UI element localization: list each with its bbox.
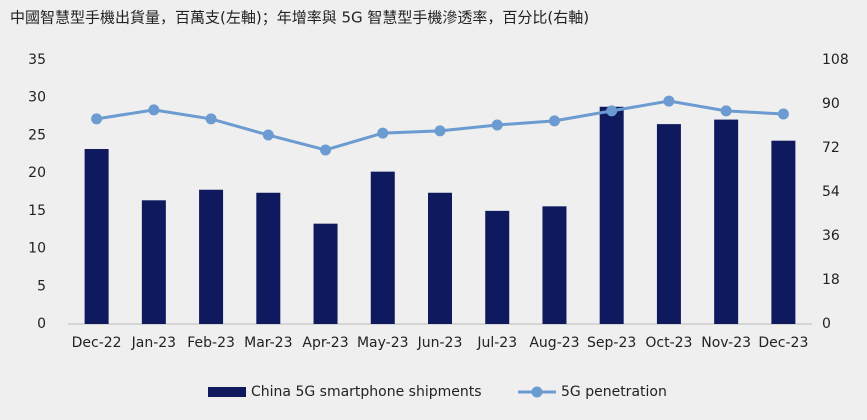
bar (714, 119, 739, 325)
x-tick-label: Dec-22 (72, 335, 122, 351)
line-marker (606, 105, 618, 117)
y-tick-label: 30 (28, 90, 46, 106)
bar (84, 149, 109, 324)
line-marker (548, 115, 560, 127)
y2-tick-label: 18 (822, 272, 840, 288)
y2-tick-label: 90 (822, 96, 840, 112)
x-tick-label: May-23 (357, 335, 409, 351)
x-tick-label: Nov-23 (701, 335, 751, 351)
x-tick-label: Aug-23 (529, 335, 579, 351)
legend-label: China 5G smartphone shipments (251, 384, 482, 400)
line-marker (663, 95, 675, 107)
y2-tick-label: 54 (822, 184, 840, 200)
bar (428, 192, 452, 324)
line-marker (377, 127, 389, 139)
bar (485, 210, 510, 324)
x-tick-label: Apr-23 (302, 335, 348, 351)
bar (313, 223, 338, 324)
legend-marker (531, 386, 543, 398)
y-tick-label: 10 (28, 241, 46, 257)
bar (771, 140, 796, 324)
bar (542, 206, 567, 324)
y-tick-label: 5 (37, 278, 46, 294)
bar (599, 106, 624, 324)
y-tick-label: 35 (28, 52, 46, 68)
bar (370, 171, 395, 324)
x-tick-label: Jul-23 (476, 335, 517, 351)
line-marker (320, 144, 332, 156)
y2-tick-label: 36 (822, 228, 840, 244)
x-tick-label: Oct-23 (645, 335, 692, 351)
line-marker (148, 104, 160, 116)
bar (656, 124, 681, 324)
legend-swatch (208, 387, 246, 397)
bar (141, 200, 166, 324)
line-marker (262, 129, 274, 141)
x-tick-label: Jan-23 (131, 335, 176, 351)
x-tick-label: Jun-23 (417, 335, 463, 351)
y-tick-label: 15 (28, 203, 46, 219)
y-tick-label: 20 (28, 165, 46, 181)
legend-label: 5G penetration (561, 384, 667, 400)
line-marker (491, 119, 503, 131)
line-marker (434, 125, 446, 137)
x-tick-label: Feb-23 (187, 335, 235, 351)
line-marker (720, 105, 732, 117)
line-marker (777, 108, 789, 120)
y-tick-label: 25 (28, 127, 46, 143)
y2-tick-label: 0 (822, 316, 831, 332)
x-tick-label: Dec-23 (758, 335, 808, 351)
y2-tick-label: 108 (822, 52, 849, 68)
x-tick-label: Mar-23 (244, 335, 292, 351)
y-tick-label: 0 (37, 316, 46, 332)
x-tick-label: Sep-23 (587, 335, 636, 351)
line-marker (205, 113, 217, 125)
line-marker (91, 113, 103, 125)
bar (256, 192, 281, 324)
chart-title: 中國智慧型手機出貨量，百萬支(左軸)；年增率與 5G 智慧型手機滲透率，百分比(… (10, 9, 589, 27)
y2-tick-label: 72 (822, 140, 840, 156)
bar (199, 189, 224, 324)
